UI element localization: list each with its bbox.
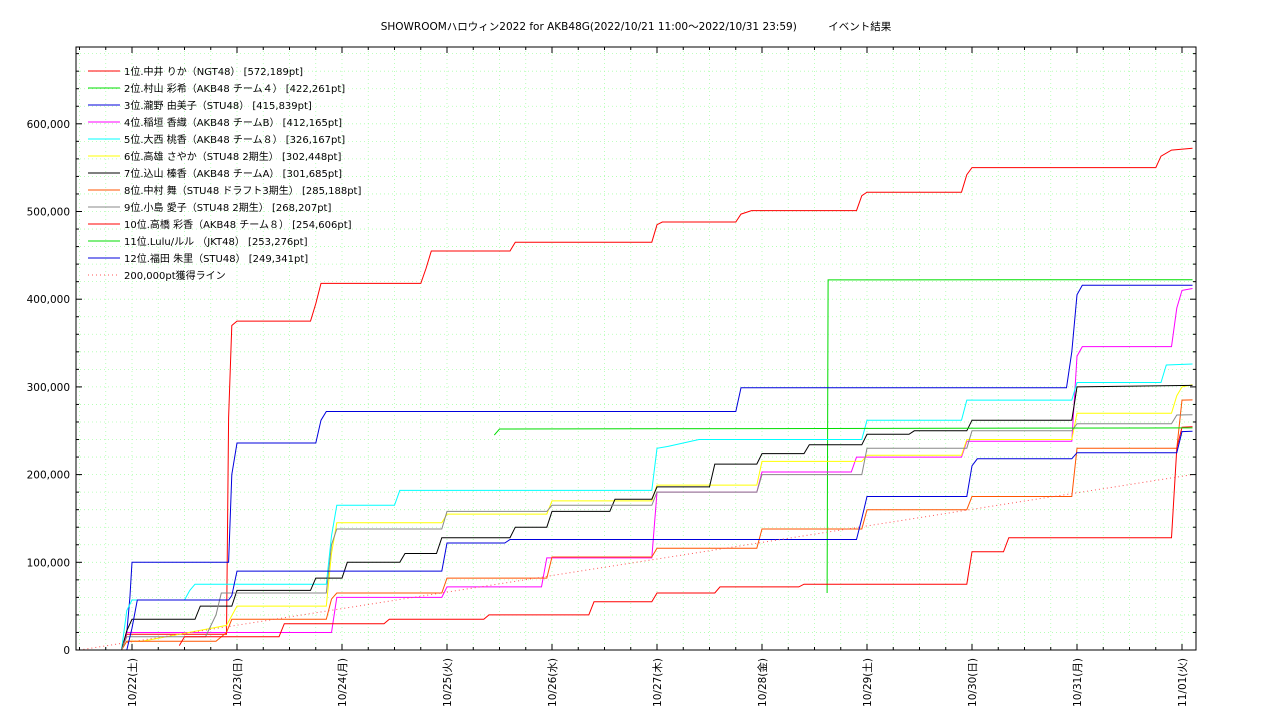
x-tick-label: 10/26(水) <box>547 658 559 707</box>
series-line-11 <box>493 427 1193 436</box>
legend-label-12: 12位.福田 朱里（STU48） [249,341pt] <box>124 252 308 265</box>
plot-frame <box>75 46 1197 651</box>
y-tick-label: 300,000 <box>27 382 70 394</box>
legend-label-1: 1位.中井 りか（NGT48） [572,189pt] <box>124 65 303 78</box>
legend-label-8: 8位.中村 舞（STU48 ドラフト3期生） [285,188pt] <box>124 184 361 197</box>
y-tick-label: 100,000 <box>27 557 70 569</box>
series-line-3 <box>126 284 1193 633</box>
y-tick-label: 200,000 <box>27 470 70 482</box>
series-line-7 <box>121 384 1193 651</box>
x-tick-label: 10/31(月) <box>1072 658 1084 707</box>
legend: 1位.中井 りか（NGT48） [572,189pt] 2位.村山 彩希（AKB4… <box>88 65 361 282</box>
x-tick-label: 11/01(火) <box>1177 658 1189 707</box>
series-line-8 <box>121 399 1193 651</box>
legend-label-4: 4位.稲垣 香織（AKB48 チームB） [412,165pt] <box>124 116 342 129</box>
grid <box>76 47 1196 651</box>
y-tick-label: 400,000 <box>27 294 70 306</box>
x-tick-label: 10/30(日) <box>967 658 979 707</box>
x-tick-label: 10/29(土) <box>861 658 874 707</box>
y-tick-label: 500,000 <box>27 207 70 219</box>
y-tick-label: 0 <box>63 645 70 657</box>
legend-label-10: 10位.高橋 彩香（AKB48 チーム８） [254,606pt] <box>124 218 352 231</box>
legend-label-13: 200,000pt獲得ライン <box>124 269 226 282</box>
legend-label-7: 7位.込山 榛香（AKB48 チームA） [301,685pt] <box>124 167 342 180</box>
legend-label-2: 2位.村山 彩希（AKB48 チーム４） [422,261pt] <box>124 82 345 95</box>
x-tick-label: 10/23(日) <box>232 658 244 707</box>
legend-label-5: 5位.大西 桃香（AKB48 チーム８） [326,167pt] <box>124 133 345 146</box>
series-line-1 <box>121 147 1193 651</box>
chart-title: SHOWROOMハロウィン2022 for AKB48G(2022/10/21 … <box>381 20 892 33</box>
legend-label-9: 9位.小島 愛子（STU48 2期生） [268,207pt] <box>124 201 331 214</box>
legend-label-3: 3位.瀧野 由美子（STU48） [415,839pt] <box>124 99 312 112</box>
x-tick-label: 10/27(木) <box>652 658 664 707</box>
x-tick-label: 10/22(土) <box>126 658 139 707</box>
x-tick-label: 10/25(火) <box>442 658 454 707</box>
y-tick-label: 600,000 <box>27 119 70 131</box>
series-line-12 <box>126 430 1193 651</box>
series-line-6 <box>121 384 1193 651</box>
series-line-5 <box>121 363 1193 651</box>
series-line-9 <box>121 414 1193 651</box>
series-line-2 <box>826 279 1193 594</box>
series-line-10 <box>178 426 1193 646</box>
x-tick-label: 10/24(月) <box>337 658 349 707</box>
series-group <box>79 147 1193 651</box>
legend-label-6: 6位.高雄 さやか（STU48 2期生） [302,448pt] <box>124 150 341 163</box>
axes: 0 100,000 200,000 300,000 400,000 500,000 600,… <box>27 46 1197 707</box>
x-tick-label: 10/28(金) <box>756 658 769 707</box>
legend-label-11: 11位.Lulu/ルル （JKT48） [253,276pt] <box>124 235 308 248</box>
series-line-4 <box>121 288 1193 651</box>
